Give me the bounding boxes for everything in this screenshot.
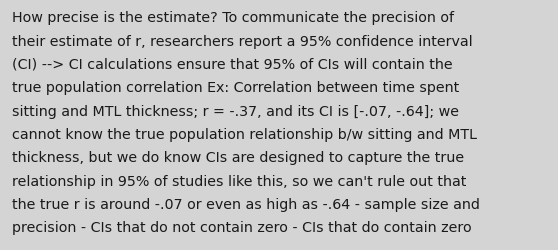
Text: relationship in 95% of studies like this, so we can't rule out that: relationship in 95% of studies like this…	[12, 174, 466, 188]
Text: sitting and MTL thickness; r = -.37, and its CI is [-.07, -.64]; we: sitting and MTL thickness; r = -.37, and…	[12, 104, 459, 118]
Text: How precise is the estimate? To communicate the precision of: How precise is the estimate? To communic…	[12, 11, 454, 25]
Text: the true r is around -.07 or even as high as -.64 - sample size and: the true r is around -.07 or even as hig…	[12, 197, 480, 211]
Text: (CI) --> CI calculations ensure that 95% of CIs will contain the: (CI) --> CI calculations ensure that 95%…	[12, 58, 453, 72]
Text: thickness, but we do know CIs are designed to capture the true: thickness, but we do know CIs are design…	[12, 151, 464, 165]
Text: precision - CIs that do not contain zero - CIs that do contain zero: precision - CIs that do not contain zero…	[12, 220, 472, 234]
Text: cannot know the true population relationship b/w sitting and MTL: cannot know the true population relation…	[12, 128, 477, 141]
Text: true population correlation Ex: Correlation between time spent: true population correlation Ex: Correlat…	[12, 81, 460, 95]
Text: their estimate of r, researchers report a 95% confidence interval: their estimate of r, researchers report …	[12, 34, 473, 48]
